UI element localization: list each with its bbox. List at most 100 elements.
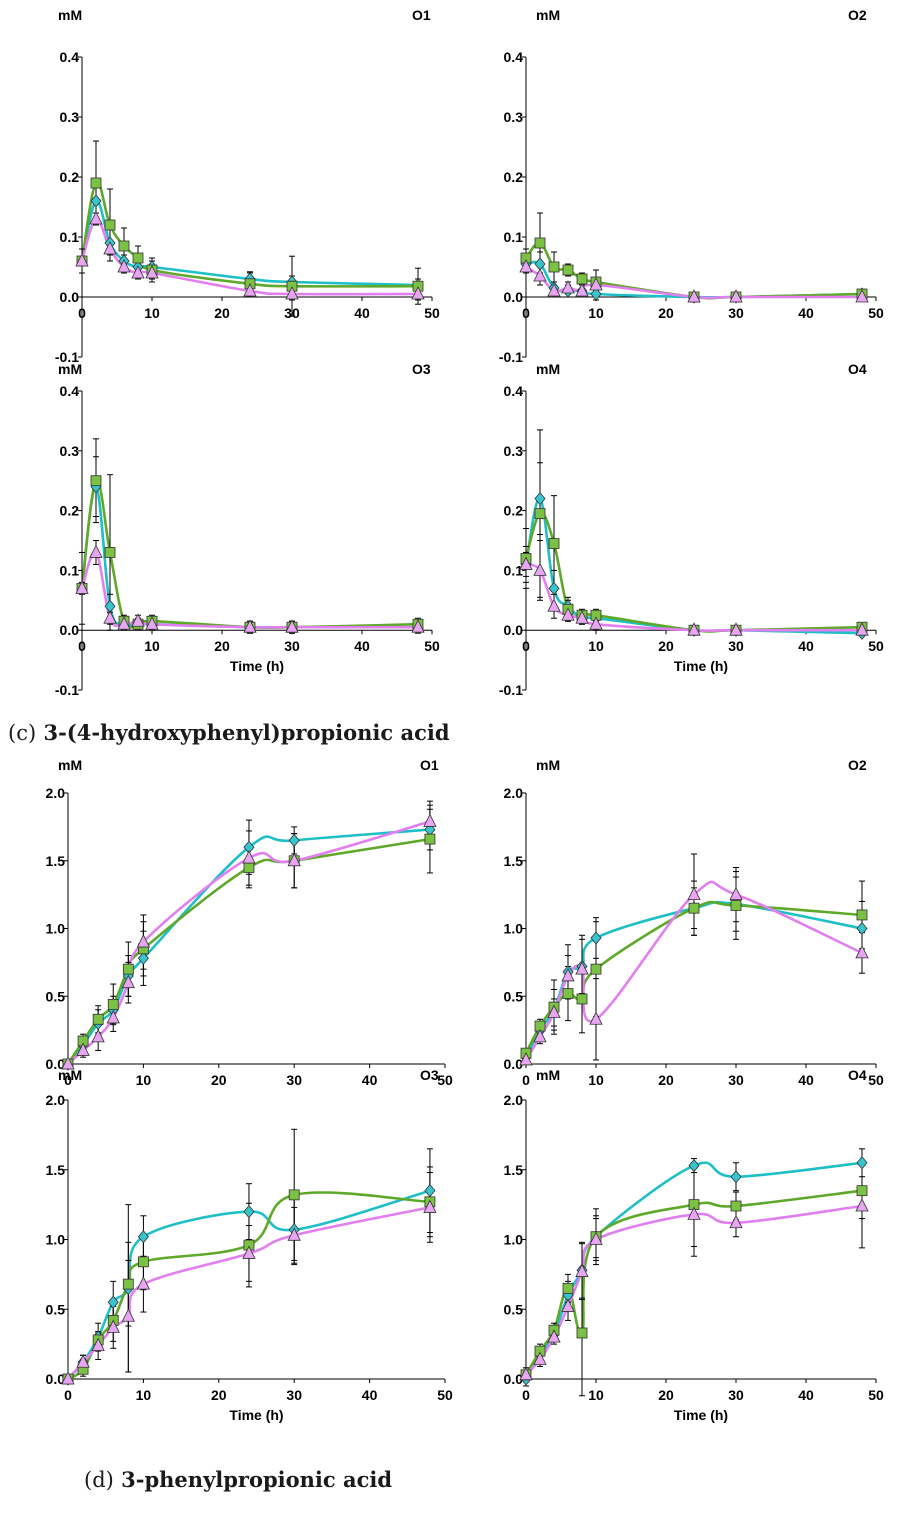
chart-title: O2 <box>848 757 867 773</box>
x-tick-label: 30 <box>286 1072 302 1088</box>
data-point-violet <box>117 616 131 630</box>
data-point-violet <box>547 1004 561 1018</box>
y-axis-label: mM <box>58 757 82 773</box>
x-tick-label: 40 <box>362 1387 378 1403</box>
data-point-violet <box>121 974 135 989</box>
data-point-violet <box>589 1011 603 1025</box>
x-tick-label: 40 <box>354 638 370 654</box>
y-tick-label: 2.0 <box>46 1092 66 1108</box>
x-tick-label: 30 <box>728 305 744 321</box>
y-tick-label: 0.2 <box>504 503 524 519</box>
x-tick-label: 50 <box>424 638 440 654</box>
x-tick-label: 20 <box>658 1072 674 1088</box>
x-tick-label: 30 <box>728 1072 744 1088</box>
data-point-violet <box>76 1354 90 1368</box>
data-point-green <box>104 547 116 558</box>
data-point-violet <box>103 241 117 255</box>
x-tick-label: 20 <box>658 1387 674 1403</box>
x-tick-label: 10 <box>144 638 160 654</box>
data-point-violet <box>575 961 589 975</box>
y-tick-label: 1.5 <box>46 1162 66 1178</box>
data-point-green <box>590 963 602 975</box>
x-tick-label: 10 <box>588 1072 604 1088</box>
data-point-green <box>856 1185 868 1197</box>
data-point-violet <box>136 934 151 948</box>
x-tick-label: 50 <box>868 1387 884 1403</box>
data-point-violet <box>855 1198 869 1212</box>
data-point-violet <box>589 1231 603 1245</box>
data-point-cyan <box>288 833 300 848</box>
data-point-violet <box>106 1010 120 1024</box>
x-tick-label: 0 <box>78 305 86 321</box>
data-point-violet <box>285 619 299 633</box>
data-point-violet <box>75 253 89 267</box>
data-point-violet <box>91 1337 105 1351</box>
data-point-violet <box>423 813 437 827</box>
chart-title: O4 <box>848 1067 867 1083</box>
data-point-violet <box>131 265 145 279</box>
data-point-violet <box>547 598 561 612</box>
x-tick-label: 10 <box>136 1072 152 1088</box>
x-tick-label: 10 <box>588 638 604 654</box>
series-line-cyan <box>80 485 418 629</box>
x-tick-label: 0 <box>522 305 530 321</box>
x-tick-label: 0 <box>522 1387 530 1403</box>
data-point-violet <box>243 283 257 297</box>
data-point-green <box>424 833 436 845</box>
chart-title: O3 <box>412 361 431 377</box>
x-tick-label: 20 <box>658 638 674 654</box>
x-tick-label: 40 <box>798 305 814 321</box>
x-tick-label: 10 <box>588 1387 604 1403</box>
y-tick-label: 0.5 <box>46 988 66 1004</box>
data-point-green <box>576 993 588 1005</box>
data-point-green <box>730 1200 742 1212</box>
chart-panel-5: 0.0 0.5 1.0 1.5 2.0 0 10 20 30 40 50 mM O1 <box>46 757 453 1088</box>
caption-d-number: (d) <box>84 1468 114 1492</box>
chart-title: O3 <box>420 1067 439 1083</box>
data-point-cyan <box>424 1184 436 1198</box>
chart-title: O2 <box>848 7 867 23</box>
data-point-cyan <box>107 1295 119 1309</box>
x-tick-label: 10 <box>136 1387 152 1403</box>
y-tick-label: 0.0 <box>504 1056 524 1072</box>
data-point-violet <box>242 1245 256 1259</box>
data-point-cyan <box>590 287 602 301</box>
y-tick-label: 0.1 <box>60 562 80 578</box>
x-tick-label: 50 <box>437 1387 453 1403</box>
data-point-violet <box>533 1029 547 1043</box>
data-point-green <box>122 963 134 975</box>
y-tick-label: -0.1 <box>499 349 523 365</box>
y-tick-label: 0.0 <box>504 622 524 638</box>
data-point-green <box>90 177 102 189</box>
x-axis-label: Time (h) <box>229 1407 283 1423</box>
data-point-green <box>118 240 130 252</box>
y-tick-label: 0.0 <box>504 1371 524 1387</box>
data-point-green <box>137 1256 149 1268</box>
y-axis-label: mM <box>58 7 82 23</box>
y-tick-label: 0.3 <box>504 443 524 459</box>
x-tick-label: 30 <box>728 1387 744 1403</box>
y-tick-label: 0.3 <box>504 109 524 125</box>
y-tick-label: 0.0 <box>60 289 80 305</box>
y-tick-label: 2.0 <box>46 785 66 801</box>
chart-panel-2: -0.1 0.0 0.1 0.2 0.3 0.4 0 10 20 30 40 50 mM O2 <box>499 7 884 365</box>
caption-d-text: 3-phenylpropionic acid <box>121 1467 393 1492</box>
x-tick-label: 40 <box>798 1072 814 1088</box>
x-tick-label: 50 <box>868 1072 884 1088</box>
chart-panel-3: -0.1 0.0 0.1 0.2 0.3 0.4 0 10 20 30 40 50 mM O3 Time (… <box>55 361 440 698</box>
y-axis-label: mM <box>536 361 560 377</box>
y-tick-label: 1.0 <box>46 1232 66 1248</box>
caption-c-text: 3-(4-hydroxyphenyl)propionic acid <box>43 720 450 745</box>
data-point-violet <box>729 289 743 303</box>
data-point-violet <box>547 1329 561 1343</box>
data-point-violet <box>575 283 589 297</box>
data-point-violet <box>561 607 575 621</box>
caption-c-number: (c) <box>8 721 37 745</box>
data-point-violet <box>533 1351 547 1365</box>
data-point-violet <box>687 622 701 636</box>
x-axis-label: Time (h) <box>230 658 284 674</box>
data-point-green <box>107 998 119 1010</box>
y-tick-label: 0.4 <box>60 383 80 399</box>
data-point-cyan <box>243 1204 255 1219</box>
